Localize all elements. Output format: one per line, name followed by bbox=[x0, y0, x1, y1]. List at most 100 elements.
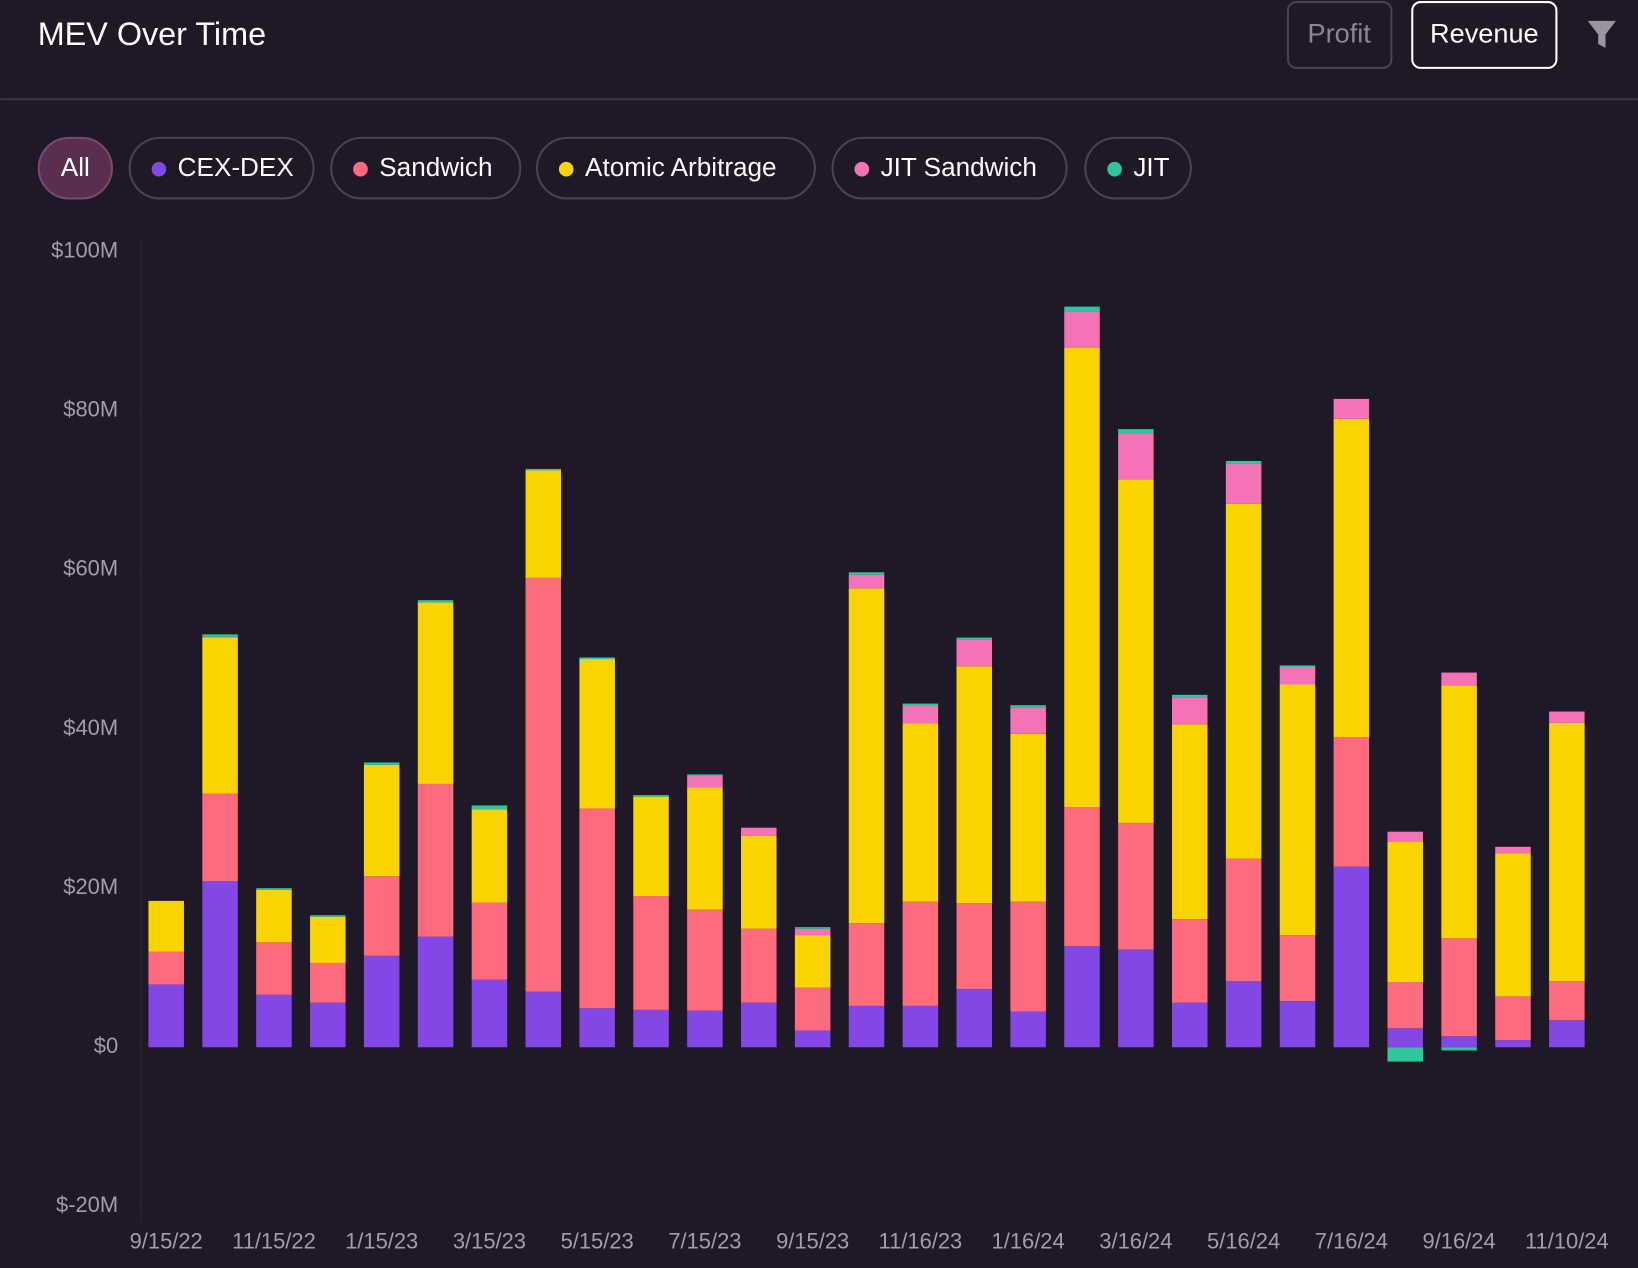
legend-label[interactable]: JIT Sandwich bbox=[881, 152, 1037, 182]
profit-label[interactable]: Profit bbox=[1307, 18, 1371, 49]
bar-segment bbox=[202, 637, 238, 794]
bar-segment bbox=[1118, 433, 1154, 480]
x-tick-label: 11/10/24 bbox=[1525, 1229, 1609, 1254]
legend-label[interactable]: CEX-DEX bbox=[178, 152, 294, 182]
x-tick-label: 1/16/24 bbox=[992, 1229, 1065, 1254]
bar-segment bbox=[794, 928, 831, 936]
x-tick-label: 11/15/22 bbox=[232, 1229, 316, 1254]
bar-segment bbox=[148, 951, 184, 985]
bar-segment bbox=[417, 936, 454, 1048]
bar-segment bbox=[741, 928, 777, 1003]
bar-segment bbox=[687, 909, 723, 1011]
bar-segment bbox=[1279, 665, 1316, 667]
y-tick-label: $100M bbox=[51, 238, 118, 263]
bar-segment bbox=[848, 1005, 885, 1048]
bar-segment bbox=[471, 809, 508, 903]
x-tick-label: 9/16/24 bbox=[1423, 1229, 1496, 1254]
bar-segment bbox=[417, 600, 454, 603]
bar-segment bbox=[1010, 901, 1046, 1012]
filter-pill[interactable] bbox=[1084, 136, 1192, 200]
filter-label[interactable]: All bbox=[61, 152, 90, 182]
bar-segment bbox=[310, 1002, 346, 1048]
legend-label[interactable]: Sandwich bbox=[379, 152, 492, 182]
filter-pill[interactable] bbox=[37, 136, 113, 200]
bar-segment bbox=[1064, 311, 1100, 348]
bar-segment bbox=[256, 942, 292, 995]
bar-segment bbox=[256, 889, 292, 943]
y-tick-label: $40M bbox=[63, 715, 118, 740]
bar-segment bbox=[1225, 460, 1262, 464]
legend-dot[interactable] bbox=[353, 161, 368, 177]
bar-segment bbox=[256, 888, 292, 890]
x-tick-label: 3/15/23 bbox=[453, 1229, 526, 1254]
bar-segment bbox=[310, 916, 346, 963]
bar-segment bbox=[525, 577, 562, 992]
bar-segment bbox=[1064, 807, 1100, 947]
bar-segment bbox=[417, 783, 454, 937]
profit-button[interactable] bbox=[1286, 1, 1393, 69]
bar-segment bbox=[1387, 982, 1423, 1029]
bar-segment bbox=[1387, 1028, 1423, 1048]
bar-segment bbox=[1118, 949, 1154, 1048]
bar-segment bbox=[1279, 666, 1316, 685]
filter-icon[interactable] bbox=[1587, 20, 1616, 49]
bar-segment bbox=[956, 639, 993, 667]
bar-segment bbox=[848, 923, 885, 1006]
legend-label[interactable]: Atomic Arbitrage bbox=[585, 152, 777, 182]
legend-dot[interactable] bbox=[558, 161, 574, 177]
filter-pill[interactable] bbox=[330, 136, 522, 200]
bar-segment bbox=[848, 572, 885, 575]
filter-pill[interactable] bbox=[535, 136, 816, 200]
bar-segment bbox=[633, 796, 669, 897]
bar-segment bbox=[1225, 463, 1262, 504]
bar-segment bbox=[794, 1030, 831, 1048]
bar-segment bbox=[1171, 724, 1208, 920]
bar-segment bbox=[1118, 429, 1154, 434]
bar-segment bbox=[1118, 822, 1154, 950]
bar-segment bbox=[1333, 866, 1370, 1048]
x-tick-label: 11/16/23 bbox=[879, 1229, 963, 1254]
bar-segment bbox=[1010, 733, 1046, 902]
bar-segment bbox=[1495, 846, 1531, 854]
x-tick-label: 7/15/23 bbox=[668, 1229, 741, 1254]
bar-segment bbox=[956, 903, 993, 990]
bar-segment bbox=[794, 927, 831, 929]
bar-segment bbox=[956, 989, 993, 1048]
bar-segment bbox=[848, 588, 885, 924]
bar-segment bbox=[633, 896, 669, 1010]
legend-dot[interactable] bbox=[151, 161, 167, 177]
bar-segment bbox=[148, 984, 184, 1048]
bar-segment bbox=[1441, 1047, 1477, 1051]
bar-segment bbox=[902, 705, 939, 724]
filter-pill[interactable] bbox=[128, 136, 315, 200]
filter-pill[interactable] bbox=[831, 136, 1068, 200]
legend-dot[interactable] bbox=[854, 161, 870, 177]
revenue-button[interactable] bbox=[1411, 1, 1558, 69]
bar-segment bbox=[1549, 722, 1585, 982]
bar-segment bbox=[848, 574, 885, 589]
bar-segment bbox=[741, 1002, 777, 1048]
bar-segment bbox=[471, 805, 508, 810]
bar-segment bbox=[525, 991, 562, 1048]
bar-segment bbox=[1549, 711, 1585, 723]
bar-segment bbox=[1279, 1001, 1316, 1048]
legend-label[interactable]: JIT bbox=[1133, 152, 1169, 182]
bar-segment bbox=[1441, 672, 1477, 686]
x-tick-label: 5/16/24 bbox=[1207, 1229, 1280, 1254]
bar-segment bbox=[1333, 418, 1370, 738]
legend-dot[interactable] bbox=[1107, 161, 1122, 177]
bar-segment bbox=[202, 634, 238, 637]
bar-segment bbox=[1064, 306, 1100, 312]
x-tick-label: 9/15/23 bbox=[776, 1229, 849, 1254]
bar-segment bbox=[363, 955, 400, 1048]
bar-segment bbox=[256, 994, 292, 1048]
bar-segment bbox=[148, 900, 184, 952]
bar-segment bbox=[363, 762, 400, 765]
bar-segment bbox=[687, 774, 723, 776]
bar-segment bbox=[1171, 1002, 1208, 1048]
revenue-label[interactable]: Revenue bbox=[1430, 18, 1539, 49]
bar-segment bbox=[794, 935, 831, 988]
bar-segment bbox=[1010, 707, 1046, 734]
bar-segment bbox=[1495, 1040, 1531, 1048]
bar-segment bbox=[794, 987, 831, 1031]
